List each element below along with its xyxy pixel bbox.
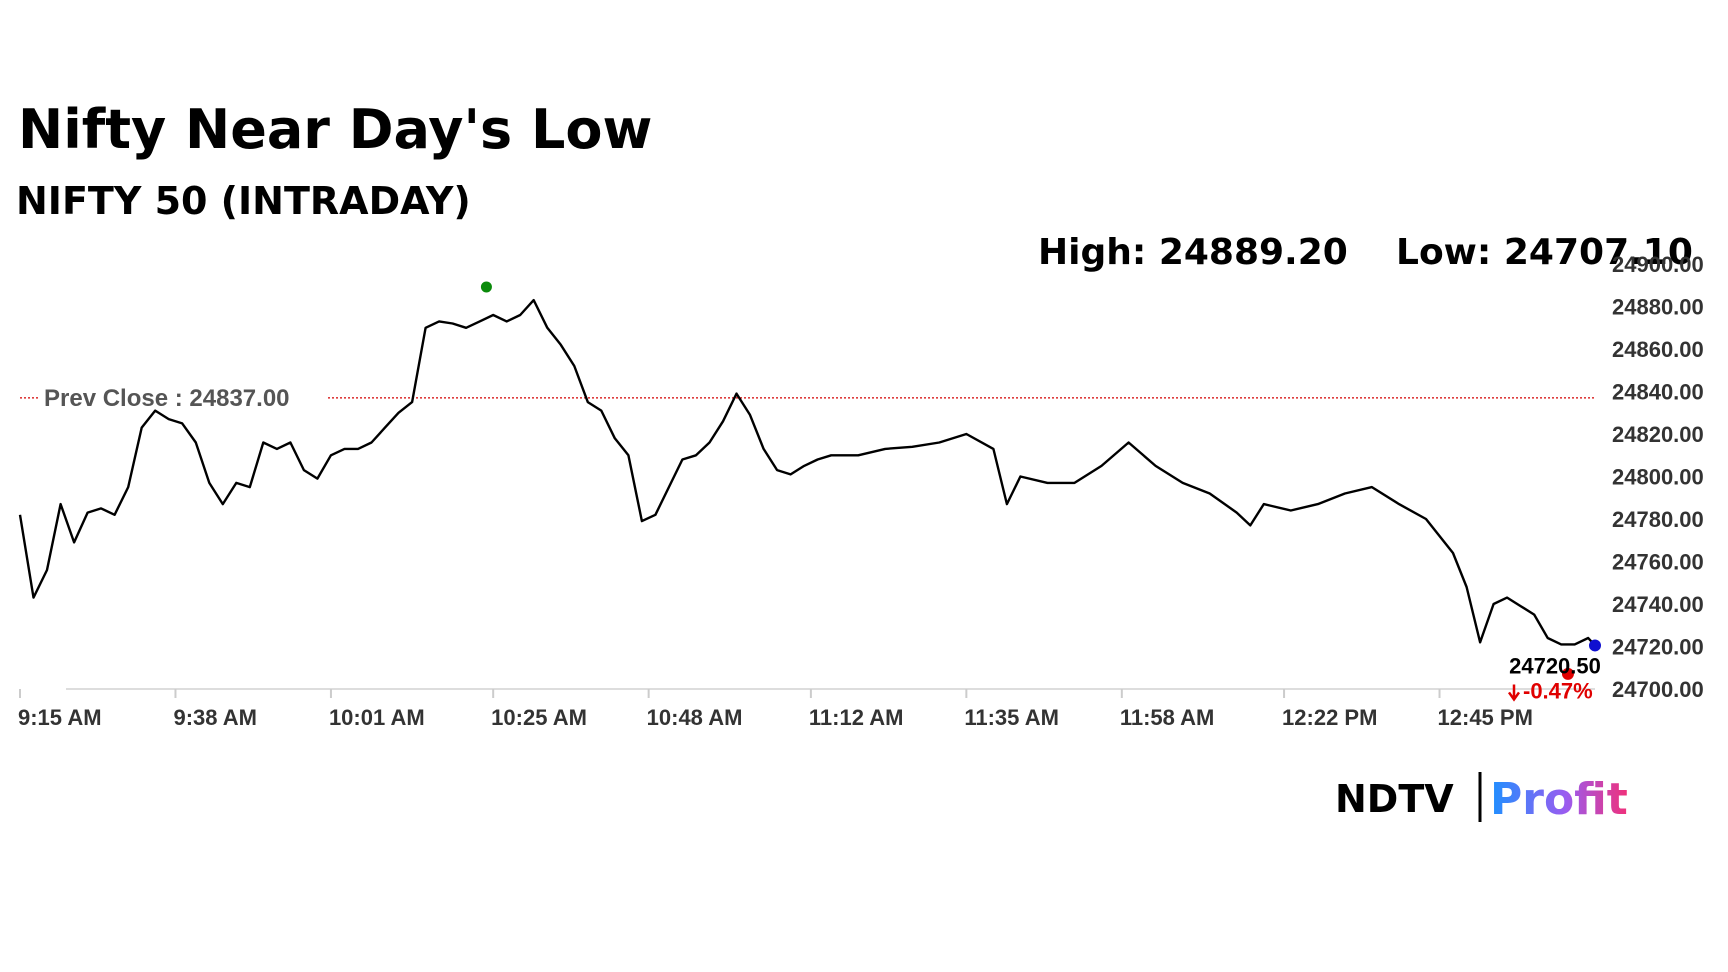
x-tick-label: 10:25 AM [491,705,587,730]
x-tick-label: 9:38 AM [173,705,257,730]
high-marker [480,281,492,293]
prev-close-label: Prev Close : [44,385,183,412]
low-summary: Low: 24707.10 [1396,232,1693,273]
prev-close-value: 24837.00 [189,385,289,412]
y-tick-label: 24860.00 [1612,337,1704,362]
x-tick-label: 11:12 AM [809,705,904,730]
y-tick-label: 24760.00 [1612,550,1704,575]
plot: 24700.00 24720.00 24740.00 24760.00 24780.00… [18,252,1704,730]
low-label: Low: [1396,232,1491,273]
y-tick-label: 24880.00 [1612,295,1704,320]
y-tick-label: 24720.00 [1612,635,1704,660]
prev-close-text: Prev Close : 24837.00 [44,385,290,412]
x-tick-label: 10:01 AM [329,705,425,730]
logo-brand: NDTV [1335,777,1454,821]
low-value: 24707.10 [1504,232,1693,273]
price-line [18,298,1596,647]
x-tick-label: 10:48 AM [647,705,743,730]
x-tick-label: 9:15 AM [18,705,102,730]
last-marker [1589,639,1601,652]
y-tick-label: 24820.00 [1612,422,1704,447]
change-label: -0.47% [1523,678,1593,703]
logo-product: Profit [1490,774,1628,825]
prev-close-bg [38,381,328,412]
y-tick-label: 24780.00 [1612,507,1704,532]
chart-title: Nifty Near Day's Low [18,98,652,161]
x-tick-label: 11:58 AM [1120,705,1215,730]
x-tick-label: 12:22 PM [1282,705,1377,730]
y-tick-label: 24740.00 [1612,592,1704,617]
low-marker [1561,667,1574,680]
high-label: High: [1038,232,1146,273]
y-tick-label: 24700.00 [1612,677,1704,702]
change-arrow [1507,684,1521,702]
x-tick-label: 12:45 PM [1438,705,1533,730]
high-summary: High: 24889.20 [1038,232,1348,273]
y-tick-label: 24840.00 [1612,380,1704,405]
last-value-label: 24720.50 [1509,653,1601,678]
y-tick-label: 24900.00 [1612,252,1704,277]
y-tick-label: 24800.00 [1612,465,1704,490]
chart-subtitle: NIFTY 50 (INTRADAY) [16,179,471,223]
x-tick-label: 11:35 AM [964,705,1059,730]
high-value: 24889.20 [1159,232,1348,273]
